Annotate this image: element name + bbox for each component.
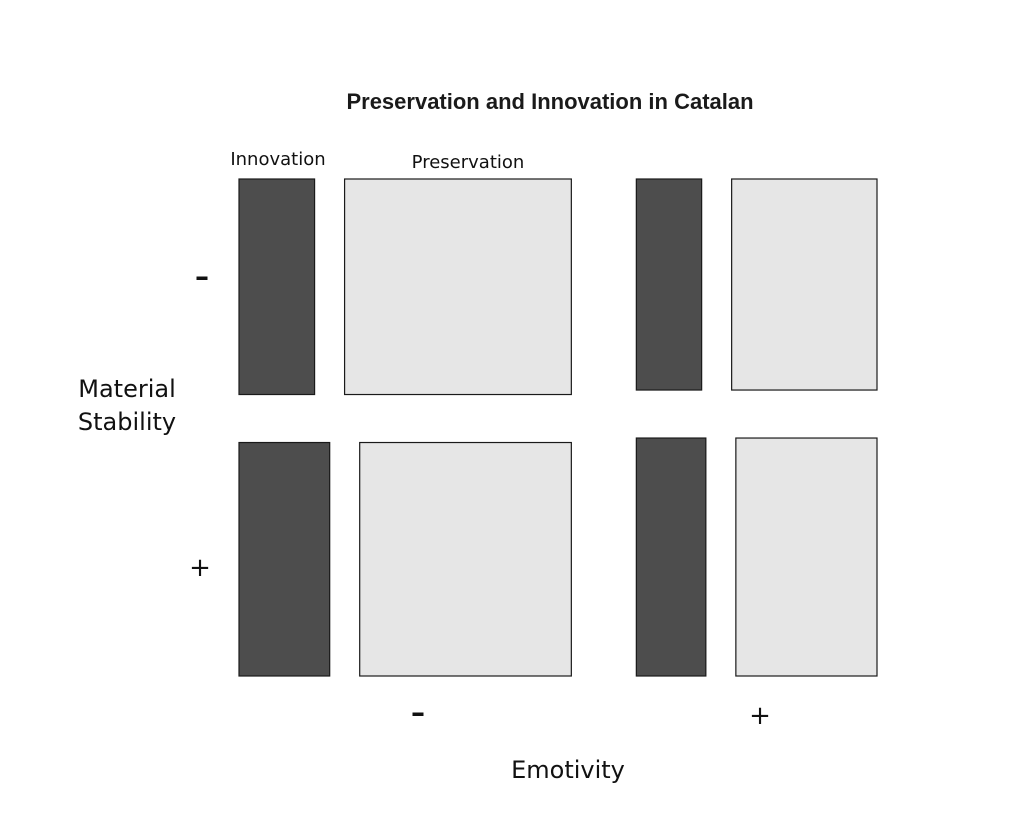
mosaic-tiles [238, 178, 878, 677]
tile-innovation-emotivity-minus-plus [238, 441, 331, 677]
fill-legend-innovation: Innovation [230, 149, 325, 170]
y-axis-label-line1: Material [78, 375, 176, 403]
x-level-plus: + [749, 701, 771, 731]
tile-innovation-emotivity-minus-minus [238, 178, 316, 396]
tile-preservation-emotivity-minus-plus [359, 441, 572, 677]
tile-innovation-emotivity-plus-plus [635, 437, 707, 677]
chart-title: Preservation and Innovation in Catalan [346, 89, 753, 114]
tile-innovation-emotivity-plus-minus [635, 178, 703, 391]
tile-preservation-emotivity-minus-minus [343, 178, 572, 396]
tile-preservation-emotivity-plus-minus [731, 178, 878, 391]
y-axis-label-line2: Stability [78, 408, 176, 436]
y-level-minus: – [195, 260, 209, 293]
fill-legend-preservation: Preservation [412, 152, 525, 173]
x-axis-label: Emotivity [511, 756, 625, 784]
tile-preservation-emotivity-plus-plus [735, 437, 878, 677]
y-level-plus: + [189, 553, 211, 583]
x-level-minus: – [411, 696, 425, 729]
